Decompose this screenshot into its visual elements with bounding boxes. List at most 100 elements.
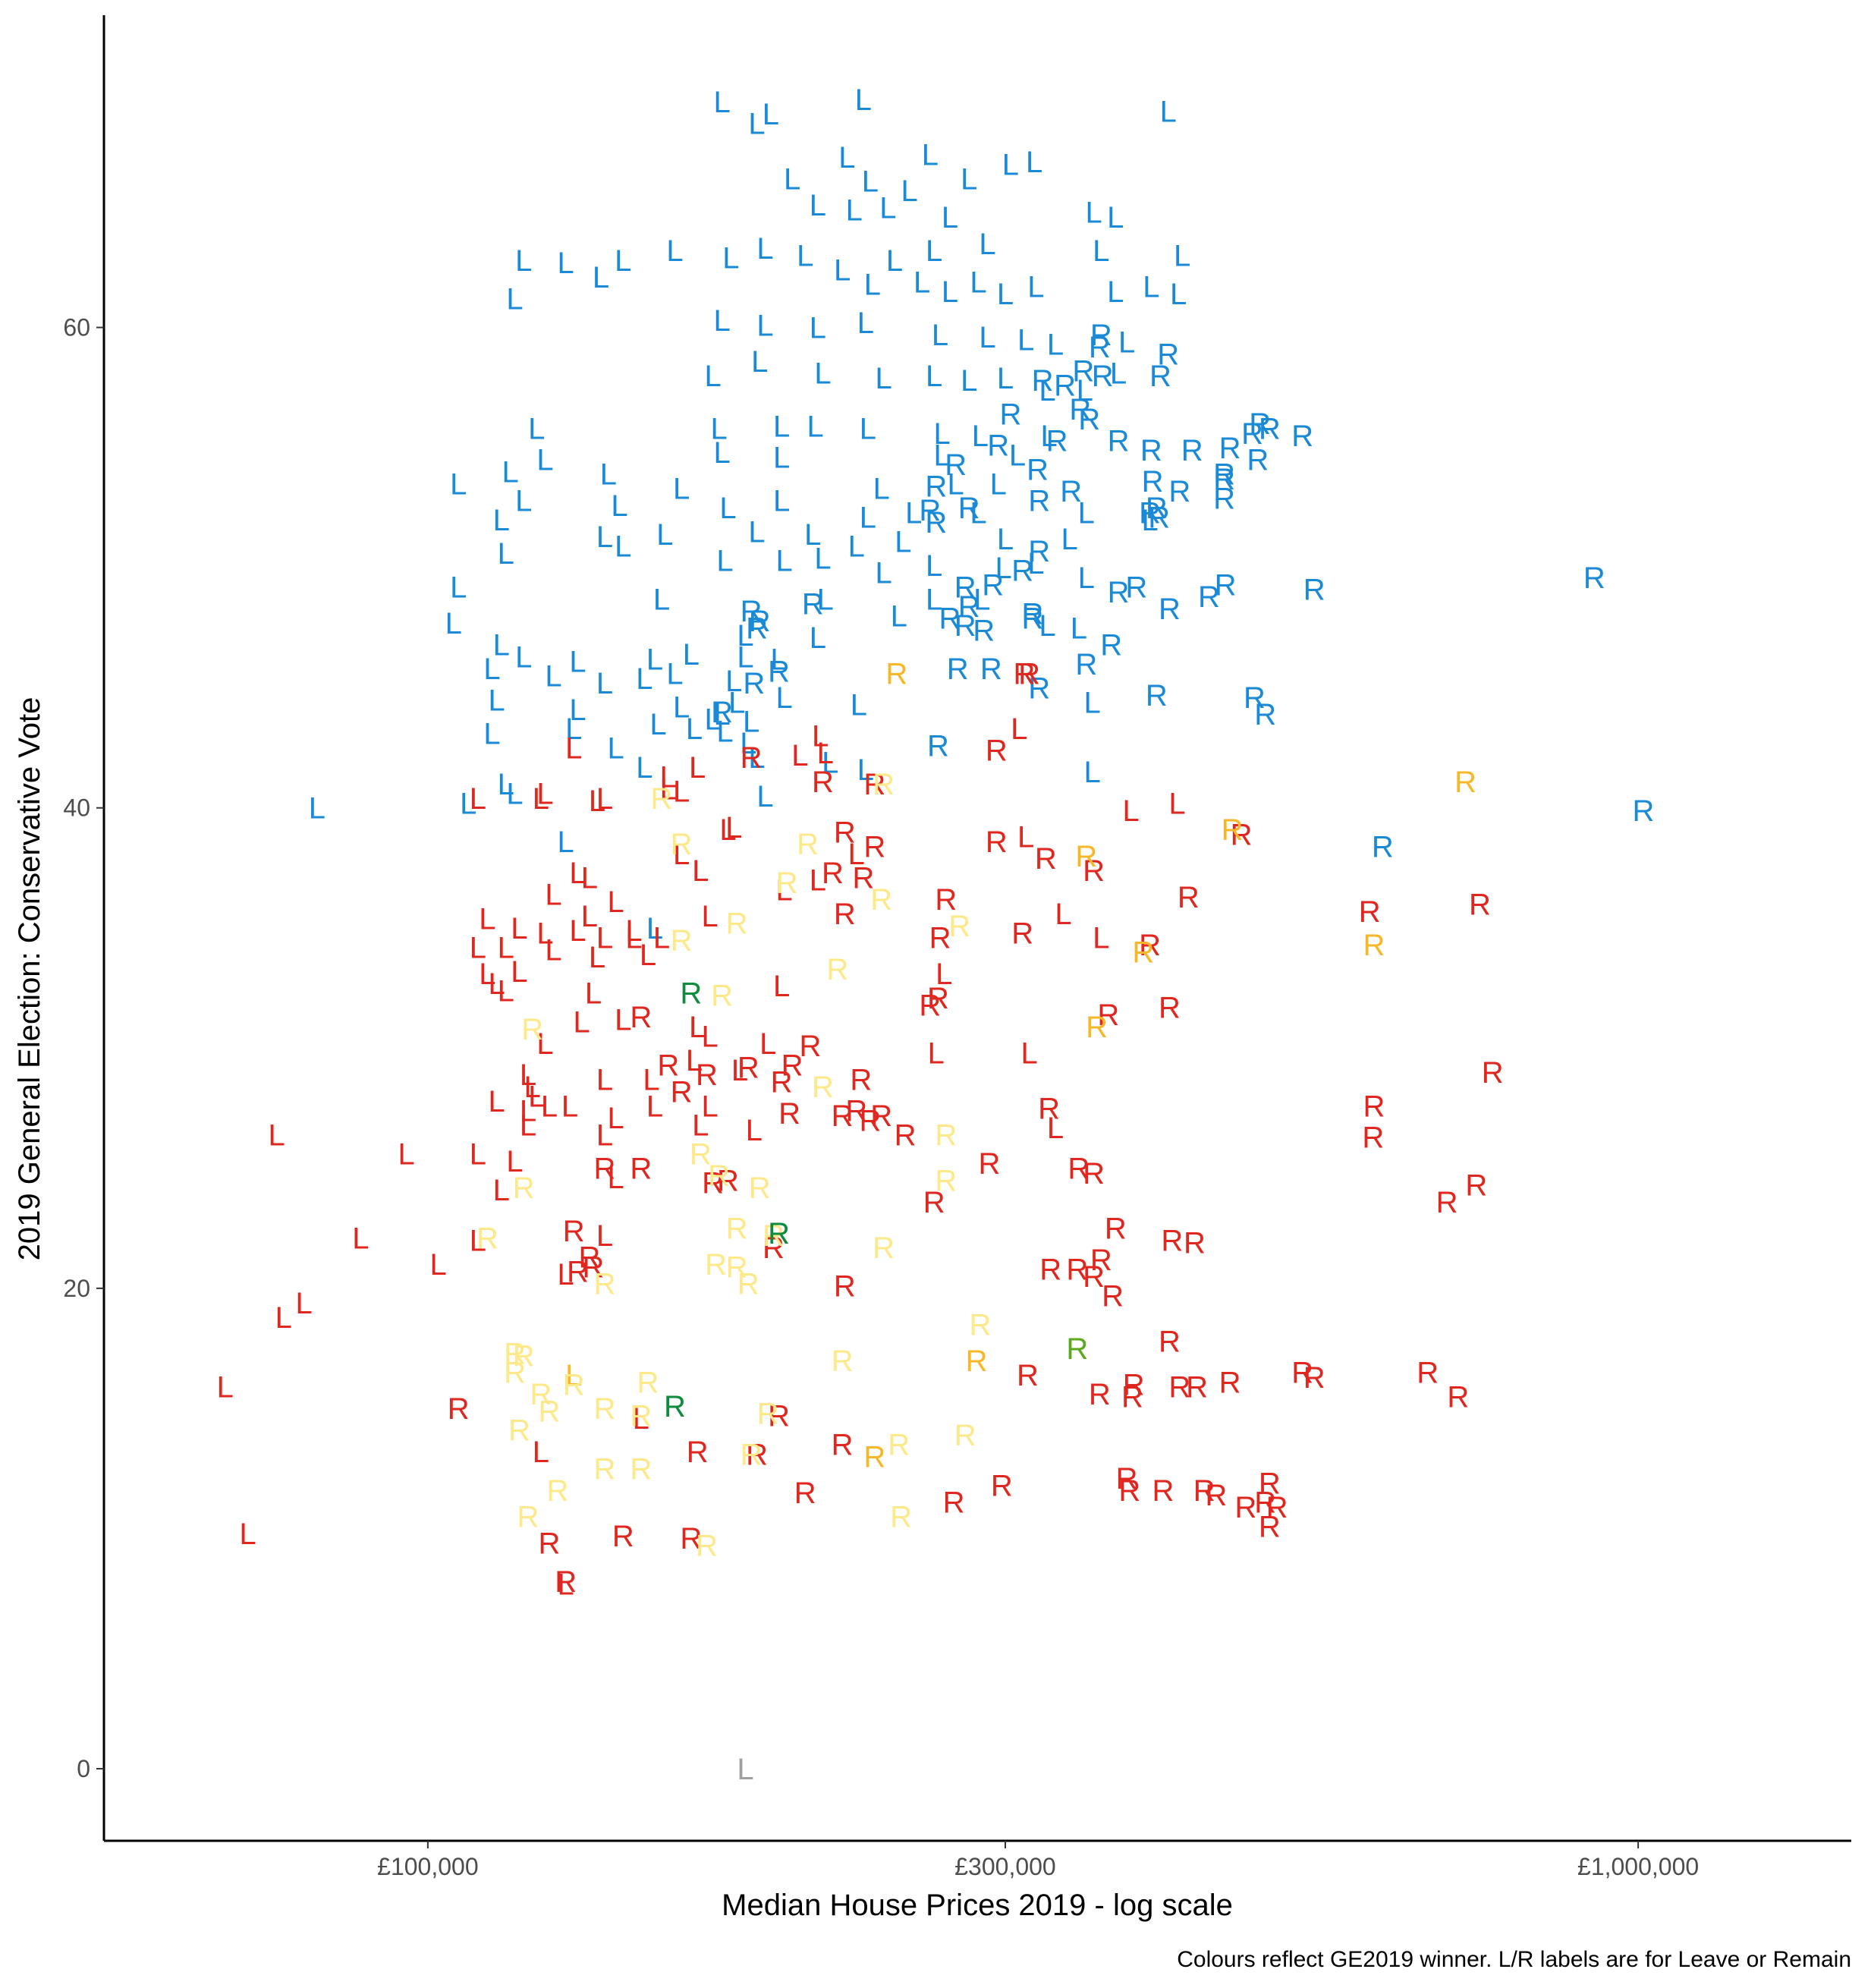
data-point-labour: L — [489, 1085, 505, 1118]
data-point-labour: R — [1186, 1371, 1208, 1404]
data-point-conservative: L — [973, 583, 990, 616]
data-point-conservative: R — [1028, 484, 1050, 517]
data-point-conservative: L — [498, 537, 514, 571]
data-point-snp: R — [832, 1345, 854, 1378]
data-point-labour: R — [1011, 917, 1033, 950]
data-point-labour: L — [701, 1090, 718, 1123]
data-point-labour: L — [470, 1225, 486, 1258]
data-point-snp: R — [594, 1392, 616, 1426]
data-point-conservative: L — [942, 275, 958, 309]
data-point-labour: R — [1178, 881, 1200, 914]
data-point-conservative: R — [1054, 370, 1076, 403]
data-point-labour: R — [812, 766, 834, 799]
data-point-conservative: L — [851, 689, 867, 722]
data-point-labour: L — [479, 958, 495, 991]
data-point-conservative: L — [716, 545, 733, 578]
data-point-labour: R — [1039, 1254, 1061, 1287]
data-point-conservative: L — [784, 162, 800, 196]
data-point-labour: L — [608, 1102, 624, 1135]
data-point-labour: R — [1482, 1056, 1504, 1090]
data-point-snp: R — [873, 768, 895, 801]
data-point-snp: R — [870, 883, 892, 917]
data-point-conservative: L — [1009, 439, 1026, 472]
data-point-labour: L — [470, 931, 486, 964]
data-point-conservative: L — [737, 619, 753, 653]
data-point-conservative: L — [748, 516, 765, 549]
data-point-labour: R — [1219, 1366, 1241, 1399]
data-point-libdem: L — [565, 1359, 582, 1392]
data-point-conservative: L — [970, 496, 986, 530]
data-point-conservative: L — [932, 319, 948, 352]
y-axis-ticks: 0 20 40 60 — [63, 314, 104, 1782]
data-point-conservative: R — [1148, 502, 1170, 535]
data-point-labour: R — [687, 1436, 709, 1469]
data-point-labour: L — [470, 782, 486, 816]
data-point-conservative: R — [1244, 681, 1266, 715]
data-point-snp: R — [530, 1378, 552, 1411]
data-point-conservative: L — [770, 643, 787, 676]
data-point-labour: R — [771, 1066, 793, 1099]
data-point-labour: L — [268, 1118, 285, 1152]
data-point-conservative: L — [804, 518, 821, 552]
data-point-labour: L — [565, 732, 582, 766]
data-point-conservative: L — [740, 727, 756, 760]
data-point-labour: R — [763, 1231, 785, 1265]
data-point-conservative: R — [1149, 360, 1171, 393]
data-point-labour: R — [1018, 657, 1040, 690]
data-point-labour: L — [545, 933, 561, 967]
data-point-labour: R — [1259, 1467, 1281, 1500]
data-point-conservative: L — [748, 741, 765, 775]
data-point-conservative: L — [961, 364, 977, 398]
data-point-labour: L — [643, 1063, 659, 1096]
data-point-conservative: L — [515, 484, 532, 517]
data-point-snp: R — [708, 1159, 730, 1193]
data-point-labour: L — [1093, 922, 1109, 955]
data-point-conservative: R — [1027, 453, 1049, 486]
y-tick-label: 60 — [63, 314, 90, 341]
data-point-labour: R — [630, 1153, 652, 1186]
data-point-conservative: R — [1181, 434, 1203, 467]
data-point-conservative: L — [483, 653, 500, 686]
data-point-conservative: L — [961, 162, 977, 196]
data-point-labour: R — [986, 826, 1008, 859]
data-point-conservative: L — [773, 484, 790, 517]
data-point-conservative: L — [1118, 326, 1135, 360]
data-point-conservative: L — [704, 703, 721, 737]
data-point-labour: L — [759, 1027, 776, 1061]
data-point-snp: R — [539, 1395, 561, 1428]
data-point-conservative: L — [942, 201, 958, 234]
data-point-conservative: R — [1072, 355, 1094, 388]
data-point-labour: L — [1017, 821, 1034, 854]
data-point-labour: R — [895, 1118, 917, 1152]
data-point-labour: L — [633, 1402, 649, 1436]
data-point-labour: L — [295, 1287, 312, 1320]
data-point-labour: R — [1254, 1486, 1276, 1520]
data-point-conservative: L — [1026, 146, 1042, 179]
data-point-labour: R — [845, 1095, 867, 1128]
data-point-labour: L — [520, 1109, 536, 1143]
data-point-conservative: L — [683, 638, 700, 672]
data-point-conservative: L — [673, 691, 690, 725]
data-point-labour: R — [555, 1565, 577, 1599]
data-point-labour: L — [596, 782, 613, 816]
data-point-libdem: R — [1222, 813, 1244, 847]
data-point-labour: L — [773, 970, 790, 1003]
data-point-labour: L — [701, 900, 718, 933]
data-point-labour: R — [1359, 895, 1381, 929]
data-point-conservative: L — [743, 706, 759, 739]
data-point-conservative: L — [860, 502, 876, 535]
data-point-conservative: L — [713, 86, 730, 119]
data-point-conservative: R — [1125, 571, 1147, 604]
data-point-labour: L — [479, 902, 495, 936]
data-point-conservative: L — [1078, 561, 1095, 595]
data-point-labour: R — [1159, 991, 1181, 1024]
data-point-conservative: R — [1069, 393, 1091, 426]
data-point-conservative: L — [756, 309, 773, 342]
data-point-conservative: L — [990, 467, 1007, 501]
data-point-labour: L — [1122, 794, 1139, 828]
data-point-conservative: L — [615, 244, 631, 278]
data-point-labour: R — [1102, 1279, 1124, 1313]
data-point-conservative: R — [1215, 568, 1237, 602]
data-point-conservative: R — [1633, 794, 1655, 828]
data-point-conservative: L — [748, 107, 765, 140]
